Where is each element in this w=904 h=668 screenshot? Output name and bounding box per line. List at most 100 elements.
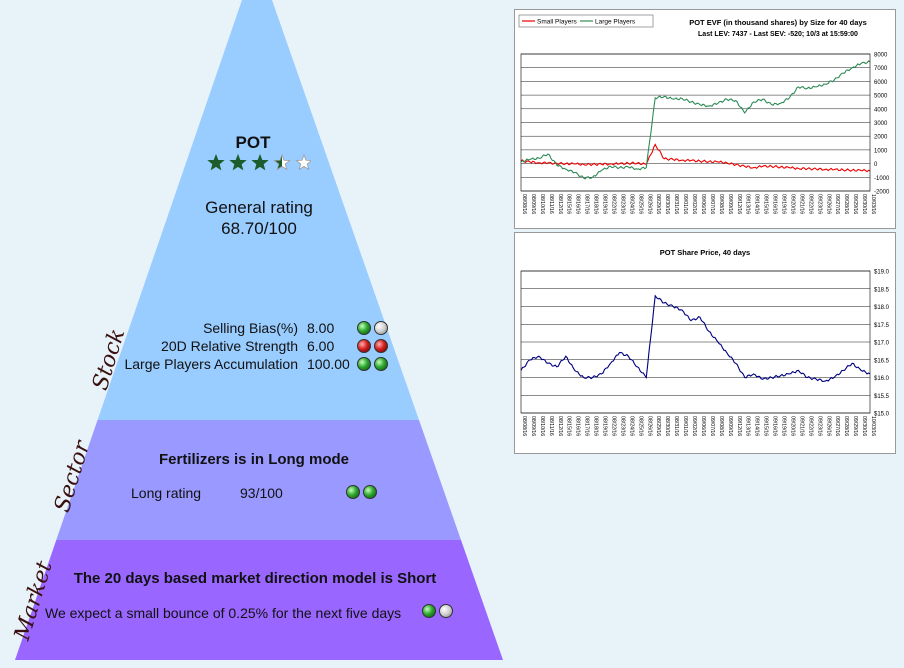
x-tick-label: 09/02/16	[691, 194, 697, 214]
x-tick-label: 08/15/16	[566, 416, 572, 436]
metric-label: Selling Bias(%)	[203, 320, 298, 336]
x-tick-label: 09/16/16	[772, 416, 778, 436]
y-tick-label: 2000	[874, 135, 888, 141]
legend-small-players: Small Players	[537, 19, 577, 26]
x-tick-label: 09/27/16	[834, 194, 840, 214]
x-tick-label: 09/07/16	[709, 416, 715, 436]
y-tick-label: $19.0	[874, 270, 890, 276]
x-tick-label: 08/30/16	[664, 416, 670, 436]
metric-label: 20D Relative Strength	[161, 338, 298, 354]
rating-pyramid	[15, 0, 503, 660]
y-tick-label: 7000	[874, 66, 888, 72]
price-series-line	[520, 294, 871, 382]
y-tick-label: $15.0	[874, 412, 890, 418]
green-signal-icon	[357, 321, 371, 335]
x-tick-label: 08/19/16	[602, 194, 608, 214]
metric-value: 8.00	[307, 320, 335, 336]
x-tick-label: 09/06/16	[700, 194, 706, 214]
y-tick-label: $18.5	[874, 287, 890, 293]
y-tick-label: $16.0	[874, 376, 890, 382]
y-tick-label: $17.5	[874, 323, 890, 329]
x-tick-label: 09/13/16	[745, 194, 751, 214]
x-tick-label: 09/06/16	[700, 416, 706, 436]
x-tick-label: 09/30/16	[861, 194, 867, 214]
y-tick-label: 6000	[874, 80, 888, 86]
gray-signal-icon	[439, 604, 453, 618]
green-signal-icon	[357, 357, 371, 371]
x-tick-label: 08/17/16	[584, 416, 590, 436]
x-tick-label: 09/29/16	[852, 194, 858, 214]
general-rating-label: General rating	[205, 198, 313, 217]
x-tick-label: 08/09/16	[530, 416, 536, 436]
x-tick-label: 10/03/16	[870, 416, 876, 436]
y-tick-label: -1000	[874, 176, 890, 182]
x-tick-label: 08/08/16	[521, 416, 527, 436]
x-tick-label: 08/10/16	[539, 416, 545, 436]
price-chart: POT Share Price, 40 days $19.0 $18.5 $18.0…	[520, 248, 890, 436]
x-tick-label: 08/16/16	[575, 194, 581, 214]
x-tick-label: 08/12/16	[557, 194, 563, 214]
metric-value: 6.00	[307, 338, 335, 354]
x-tick-label: 08/31/16	[673, 194, 679, 214]
x-tick-label: 08/24/16	[628, 416, 634, 436]
price-chart-title: POT Share Price, 40 days	[660, 248, 750, 257]
x-tick-label: 08/11/16	[548, 194, 554, 214]
x-tick-label: 09/07/16	[709, 194, 715, 214]
x-tick-label: 08/16/16	[575, 416, 581, 436]
green-signal-icon	[363, 485, 377, 499]
x-tick-label: 08/24/16	[628, 194, 634, 214]
x-tick-label: 09/16/16	[772, 194, 778, 214]
red-signal-icon	[374, 339, 388, 353]
sector-rating-value: 93/100	[240, 485, 283, 501]
x-tick-label: 09/28/16	[843, 194, 849, 214]
y-tick-label: $16.5	[874, 358, 890, 364]
y-tick-label: 1000	[874, 148, 888, 154]
evf-chart-panel: Small Players Large Players POT EVF (in …	[514, 9, 896, 229]
x-tick-label: 09/28/16	[843, 416, 849, 436]
evf-plot-area	[520, 53, 871, 192]
x-tick-label: 09/22/16	[807, 416, 813, 436]
x-tick-label: 09/08/16	[718, 416, 724, 436]
x-tick-label: 09/01/16	[682, 194, 688, 214]
y-tick-label: $18.0	[874, 305, 890, 311]
x-tick-label: 08/18/16	[593, 416, 599, 436]
large-players-series-line	[520, 60, 871, 180]
x-tick-label: 09/22/16	[807, 194, 813, 214]
x-tick-label: 09/19/16	[781, 416, 787, 436]
price-chart-panel: POT Share Price, 40 days $19.0 $18.5 $18.0…	[514, 232, 896, 454]
evf-chart: Small Players Large Players POT EVF (in …	[518, 14, 890, 214]
x-tick-label: 08/10/16	[539, 194, 545, 214]
x-tick-label: 09/21/16	[798, 416, 804, 436]
red-signal-icon	[357, 339, 371, 353]
small-players-series-line	[520, 143, 871, 173]
sector-headline: Fertilizers is in Long mode	[158, 451, 350, 468]
x-tick-label: 09/02/16	[691, 416, 697, 436]
x-tick-label: 09/08/16	[718, 194, 724, 214]
x-tick-label: 08/22/16	[610, 194, 616, 214]
stock-ticker: POT	[235, 133, 271, 152]
y-tick-label: 5000	[874, 94, 888, 100]
y-tick-label: 8000	[874, 53, 888, 59]
x-tick-label: 08/23/16	[619, 194, 625, 214]
x-tick-label: 09/14/16	[754, 194, 760, 214]
x-tick-label: 09/09/16	[727, 416, 733, 436]
evf-chart-subtitle: Last LEV: 7437 - Last SEV: -520; 10/3 at…	[698, 31, 858, 38]
x-tick-label: 09/14/16	[754, 416, 760, 436]
y-tick-label: 3000	[874, 121, 888, 127]
sector-band	[15, 420, 503, 540]
star-icon	[229, 153, 247, 171]
x-tick-label: 08/29/16	[655, 194, 661, 214]
star-icon	[295, 153, 313, 171]
price-plot-area	[520, 270, 871, 414]
x-tick-label: 09/23/16	[816, 416, 822, 436]
x-tick-label: 09/19/16	[781, 194, 787, 214]
x-tick-label: 08/25/16	[637, 416, 643, 436]
x-tick-label: 08/25/16	[637, 194, 643, 214]
x-tick-label: 08/08/16	[521, 194, 527, 214]
x-tick-label: 09/15/16	[763, 194, 769, 214]
x-tick-label: 09/21/16	[798, 194, 804, 214]
x-tick-label: 08/12/16	[557, 416, 563, 436]
star-icon	[207, 153, 225, 171]
green-signal-icon	[374, 357, 388, 371]
evf-chart-title: POT EVF (in thousand shares) by Size for…	[689, 18, 867, 27]
